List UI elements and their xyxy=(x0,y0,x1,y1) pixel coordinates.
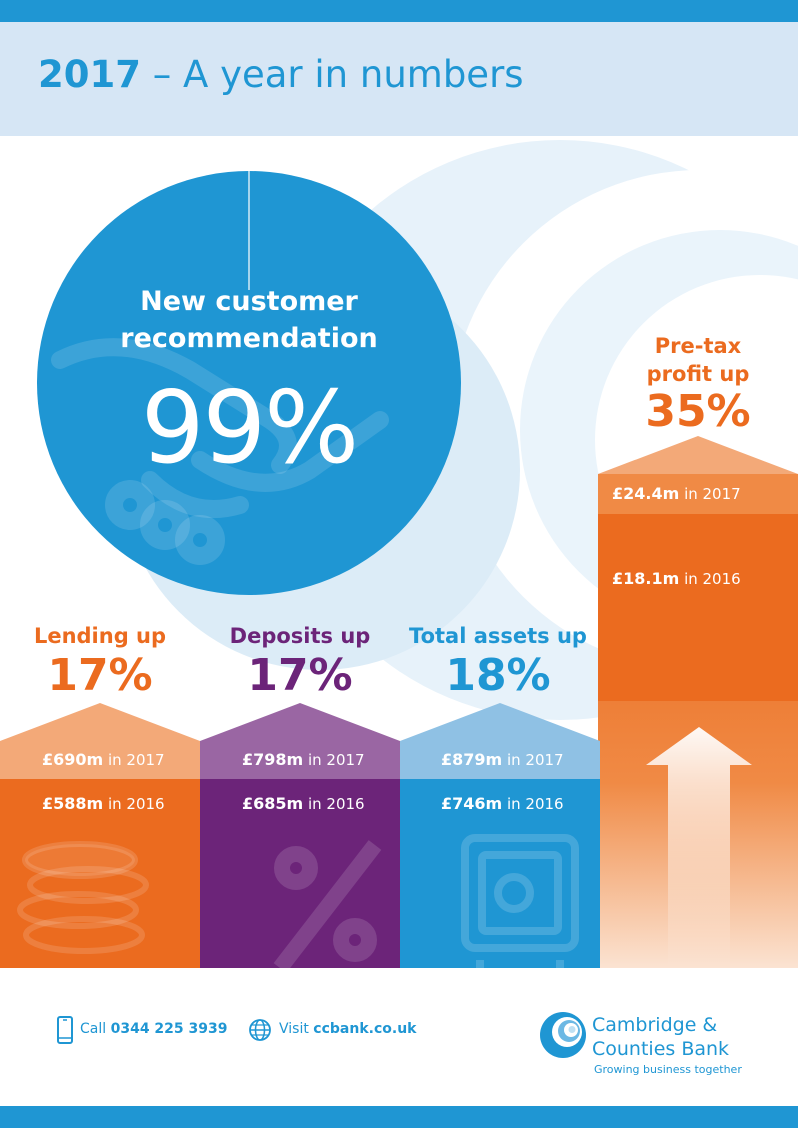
top-bar xyxy=(0,0,798,22)
assets-2016-row: £746m in 2016 xyxy=(441,794,564,813)
phone-icon xyxy=(57,1016,73,1044)
lending-2016-row: £588m in 2016 xyxy=(42,794,165,813)
globe-icon xyxy=(249,1019,271,1041)
recommendation-line1: New customer xyxy=(140,286,358,317)
profit-column xyxy=(598,436,798,968)
website-link[interactable]: Visit ccbank.co.uk xyxy=(279,1021,417,1037)
growth-arrow-icon xyxy=(646,727,752,968)
lending-2017-row: £690m in 2017 xyxy=(42,750,165,769)
lending-heading: Lending up xyxy=(33,624,167,648)
bank-logo-icon xyxy=(540,1012,586,1058)
call-link[interactable]: Call 0344 225 3939 xyxy=(80,1021,228,1037)
profit-percent: 35% xyxy=(645,386,751,437)
profit-heading-line1: Pre-tax xyxy=(654,334,742,358)
lending-percent: 17% xyxy=(47,650,153,701)
safe-icon xyxy=(461,834,579,968)
deposits-heading: Deposits up xyxy=(229,624,371,648)
assets-heading: Total assets up xyxy=(409,624,587,648)
brand-name-line2: Counties Bank xyxy=(592,1038,730,1060)
profit-heading-line2: profit up xyxy=(646,362,750,386)
recommendation-value: 99% xyxy=(140,369,359,486)
recommendation-line2: recommendation xyxy=(120,323,378,354)
deposits-percent: 17% xyxy=(247,650,353,701)
infographic-art xyxy=(0,140,798,968)
page-title: 2017 – A year in numbers xyxy=(38,53,524,96)
handshake-icon xyxy=(51,338,389,565)
brand-name-line1: Cambridge & xyxy=(592,1014,718,1036)
brand-tagline: Growing business together xyxy=(594,1063,742,1076)
deposits-column xyxy=(200,703,400,968)
profit-2016-row: £18.1m in 2016 xyxy=(612,569,741,588)
recommendation-circle xyxy=(37,171,461,595)
deposits-2016-row: £685m in 2016 xyxy=(242,794,365,813)
percent-icon xyxy=(273,840,382,968)
bottom-bar xyxy=(0,1106,798,1128)
profit-2017-row: £24.4m in 2017 xyxy=(612,484,741,503)
lending-column xyxy=(0,703,200,968)
assets-column xyxy=(400,703,600,968)
assets-percent: 18% xyxy=(445,650,551,701)
assets-2017-row: £879m in 2017 xyxy=(441,750,564,769)
coins-icon xyxy=(17,841,149,954)
deposits-2017-row: £798m in 2017 xyxy=(242,750,365,769)
header-band xyxy=(0,22,798,136)
